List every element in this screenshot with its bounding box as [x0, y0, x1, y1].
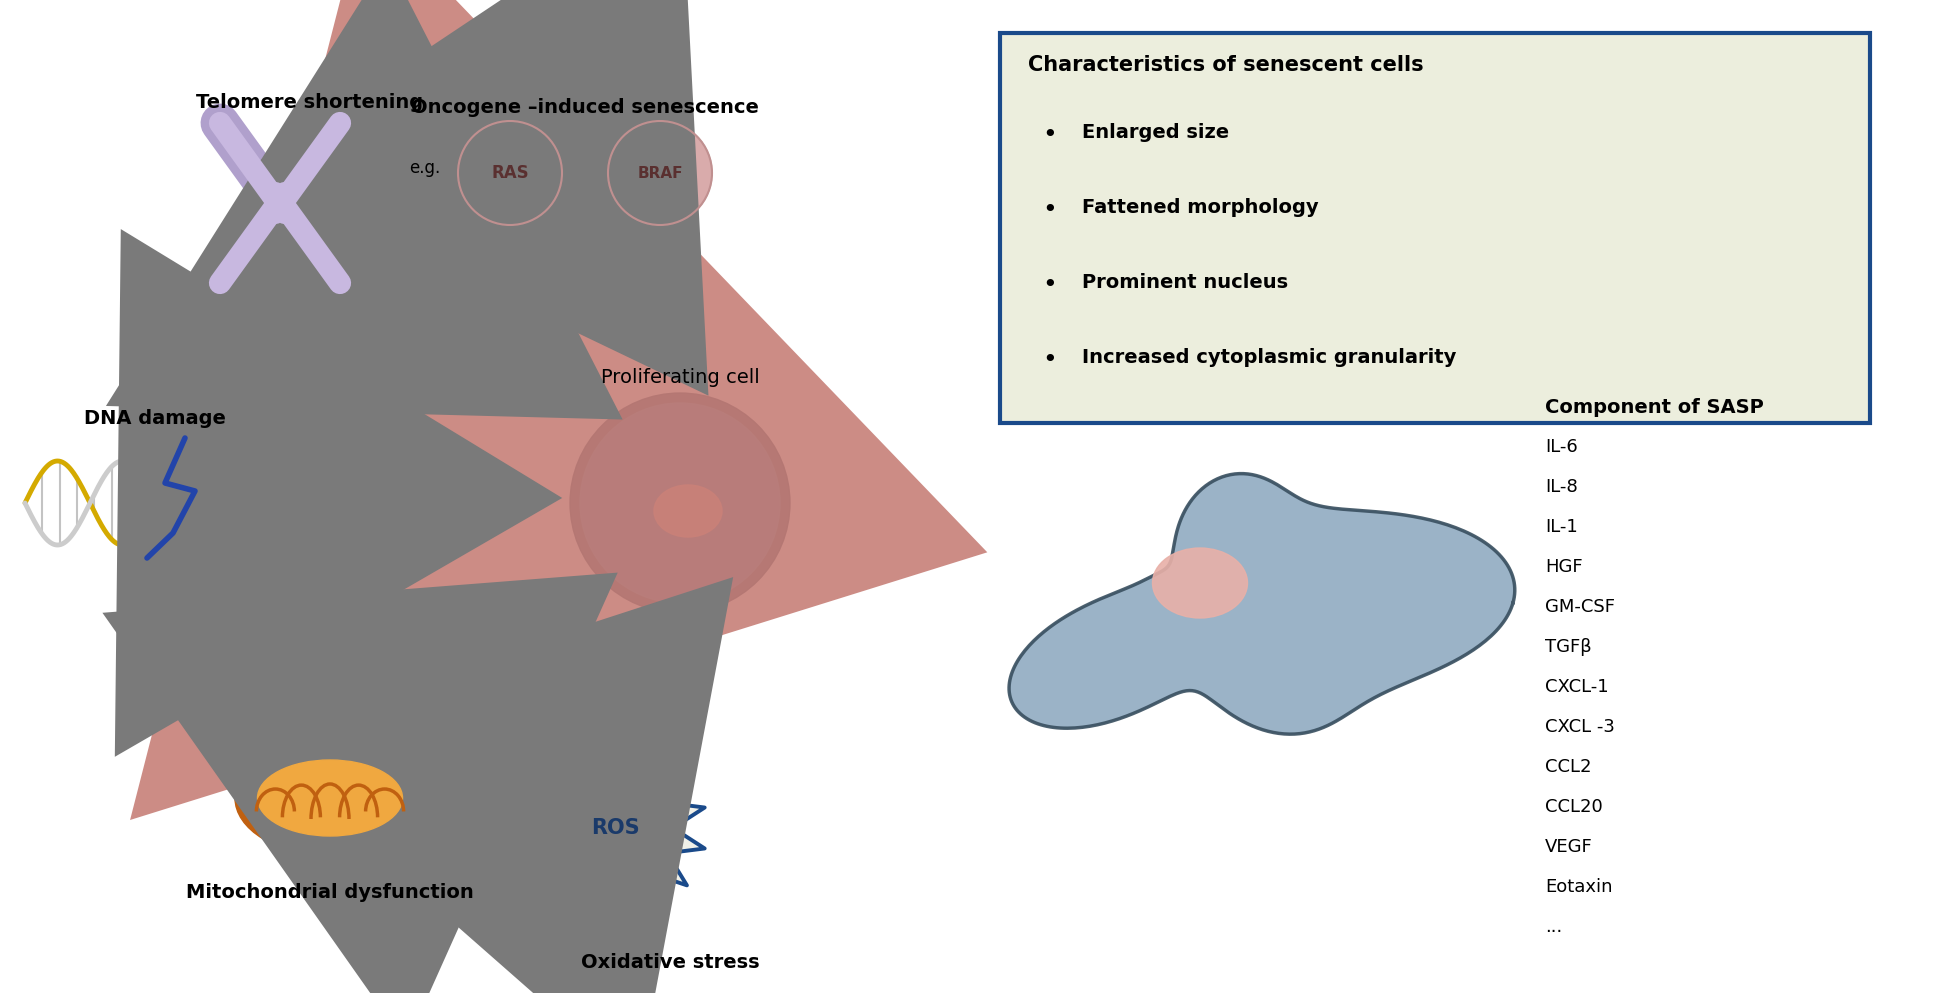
Text: DNA damage: DNA damage — [84, 409, 226, 428]
Text: CXCL -3: CXCL -3 — [1544, 718, 1615, 736]
Text: •: • — [1041, 348, 1057, 372]
Text: Prominent nucleus: Prominent nucleus — [1082, 273, 1289, 292]
Text: Oxidative stress: Oxidative stress — [581, 953, 759, 972]
Circle shape — [1147, 274, 1174, 302]
Text: IL-8: IL-8 — [1544, 478, 1578, 496]
Text: HGF: HGF — [1544, 558, 1583, 576]
Text: Eotaxin: Eotaxin — [1544, 878, 1613, 896]
Text: ...: ... — [1544, 918, 1562, 936]
Circle shape — [1160, 309, 1190, 337]
Text: Senescent cell & SASP: Senescent cell & SASP — [1084, 122, 1287, 140]
Polygon shape — [1008, 474, 1515, 734]
Circle shape — [1137, 239, 1164, 267]
Circle shape — [1227, 214, 1254, 242]
Text: Component of SASP: Component of SASP — [1544, 398, 1763, 417]
Text: CXCL-1: CXCL-1 — [1544, 678, 1609, 696]
Circle shape — [1123, 311, 1150, 339]
Text: Fattened morphology: Fattened morphology — [1082, 198, 1318, 217]
Circle shape — [1230, 301, 1260, 329]
Circle shape — [1115, 204, 1145, 232]
Ellipse shape — [1152, 548, 1248, 618]
Text: GM-CSF: GM-CSF — [1544, 598, 1615, 616]
Circle shape — [579, 403, 780, 603]
Text: CCL20: CCL20 — [1544, 798, 1603, 816]
Text: e.g.: e.g. — [410, 159, 441, 177]
Circle shape — [1236, 249, 1264, 277]
Circle shape — [1172, 234, 1199, 262]
Text: Proliferating cell: Proliferating cell — [601, 368, 759, 387]
Circle shape — [1152, 194, 1182, 222]
Ellipse shape — [236, 741, 425, 856]
Ellipse shape — [250, 754, 410, 842]
Text: •: • — [1041, 123, 1057, 147]
Text: VEGF: VEGF — [1544, 838, 1593, 856]
Text: RAS: RAS — [491, 164, 528, 182]
Text: Mitochondrial dysfunction: Mitochondrial dysfunction — [185, 883, 474, 902]
Text: •: • — [1041, 198, 1057, 222]
Ellipse shape — [653, 485, 722, 537]
Circle shape — [1186, 269, 1215, 297]
Text: IL-1: IL-1 — [1544, 518, 1578, 536]
Text: Characteristics of senescent cells: Characteristics of senescent cells — [1028, 55, 1424, 75]
Circle shape — [1205, 237, 1234, 265]
Text: Increased cytoplasmic granularity: Increased cytoplasmic granularity — [1082, 348, 1457, 367]
Text: CCL2: CCL2 — [1544, 758, 1591, 776]
Text: Oncogene –induced senescence: Oncogene –induced senescence — [411, 98, 759, 117]
Text: ROS: ROS — [591, 818, 640, 838]
Text: Enlarged size: Enlarged size — [1082, 123, 1228, 142]
Text: Telomere shortening: Telomere shortening — [197, 93, 423, 112]
Text: •: • — [1041, 273, 1057, 297]
Circle shape — [569, 393, 790, 613]
Circle shape — [1221, 277, 1250, 305]
Text: TGFβ: TGFβ — [1544, 638, 1591, 656]
Circle shape — [458, 121, 562, 225]
Circle shape — [1112, 279, 1139, 307]
Polygon shape — [525, 736, 704, 920]
Text: BRAF: BRAF — [638, 166, 682, 181]
Circle shape — [1102, 244, 1129, 272]
Circle shape — [608, 121, 712, 225]
Circle shape — [1199, 307, 1227, 335]
FancyBboxPatch shape — [1000, 33, 1870, 423]
Text: IL-6: IL-6 — [1544, 438, 1578, 456]
Circle shape — [1193, 199, 1221, 227]
Ellipse shape — [257, 760, 402, 836]
